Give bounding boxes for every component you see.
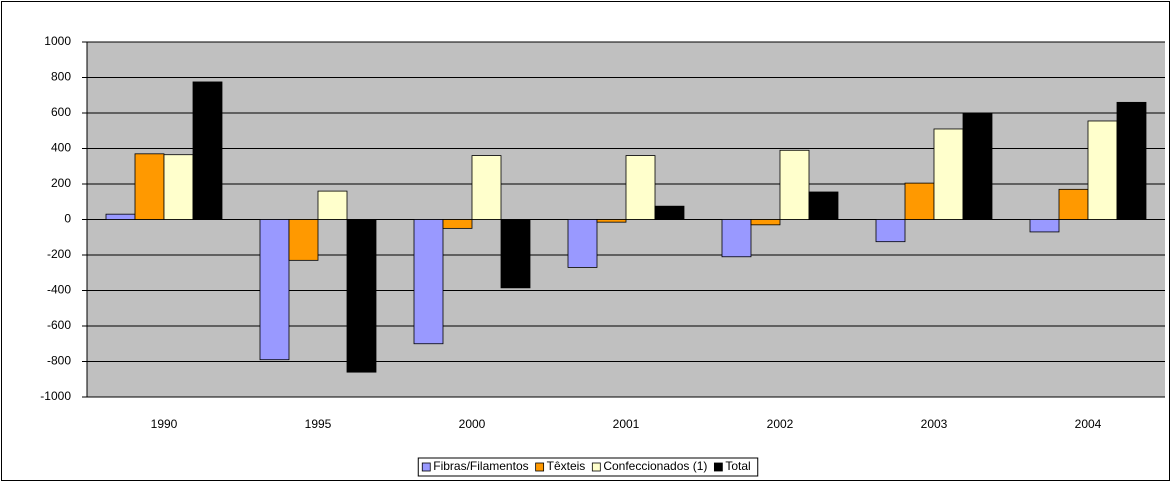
- bar: [500, 219, 531, 289]
- legend-label: Confeccionados (1): [603, 459, 707, 473]
- legend-swatch: [591, 462, 601, 472]
- legend-swatch: [713, 462, 723, 472]
- bar: [1058, 188, 1089, 220]
- y-tick-label: 800: [51, 70, 71, 84]
- legend-swatch: [535, 462, 545, 472]
- y-tick-label: 200: [51, 176, 71, 190]
- bar: [808, 191, 839, 220]
- bar: [567, 219, 598, 268]
- bar: [904, 182, 935, 220]
- x-tick-label: 2004: [1075, 417, 1102, 431]
- y-tick-label: 1000: [44, 34, 71, 48]
- x-tick-label: 2001: [613, 417, 640, 431]
- bar: [933, 128, 964, 220]
- y-tick-label: 600: [51, 105, 71, 119]
- bar: [654, 205, 685, 220]
- bar: [875, 219, 906, 243]
- x-tick-label: 1990: [151, 417, 178, 431]
- y-tick-label: -200: [47, 247, 71, 261]
- bar: [1116, 101, 1147, 220]
- bar: [105, 213, 136, 220]
- bar: [721, 219, 752, 258]
- y-tick-label: -400: [47, 283, 71, 297]
- bar: [1029, 219, 1060, 233]
- bar: [750, 219, 781, 226]
- y-tick-label: -1000: [40, 389, 71, 403]
- legend-box: [417, 457, 759, 477]
- y-tick-label: -800: [47, 354, 71, 368]
- bar: [259, 219, 290, 361]
- bar: [1087, 120, 1118, 220]
- bar: [962, 112, 993, 220]
- x-tick-label: 1995: [305, 417, 332, 431]
- y-tick-label: -600: [47, 318, 71, 332]
- bar: [413, 219, 444, 345]
- bar: [192, 81, 223, 220]
- legend-label: Fibras/Filamentos: [433, 459, 528, 473]
- x-tick-label: 2003: [921, 417, 948, 431]
- bar: [317, 190, 348, 220]
- bar: [779, 149, 810, 220]
- legend-label: Total: [725, 459, 750, 473]
- y-tick-label: 400: [51, 141, 71, 155]
- legend-label: Têxteis: [547, 459, 586, 473]
- x-tick-label: 2002: [767, 417, 794, 431]
- bar: [134, 153, 165, 220]
- x-tick-label: 2000: [459, 417, 486, 431]
- bar: [163, 154, 194, 220]
- bar: [346, 219, 377, 373]
- legend-swatch: [421, 462, 431, 472]
- y-tick-label: 0: [64, 212, 71, 226]
- bar: [442, 219, 473, 229]
- bar: [471, 155, 502, 220]
- bar: [596, 219, 627, 223]
- bar: [288, 219, 319, 261]
- bar: [625, 155, 656, 220]
